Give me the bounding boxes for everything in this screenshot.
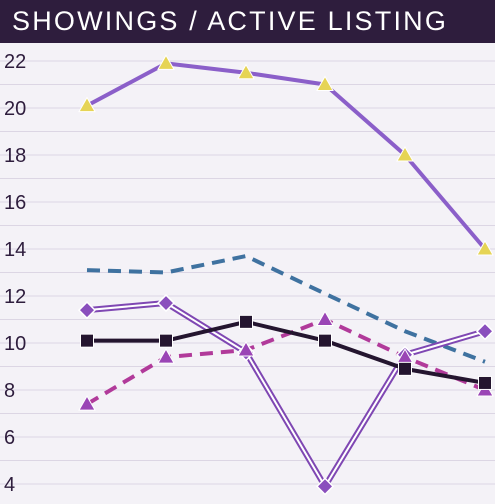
data-point-square xyxy=(239,314,253,329)
data-point-square xyxy=(318,333,332,348)
series-line xyxy=(87,319,486,385)
data-point-square xyxy=(159,333,173,348)
series-line xyxy=(86,254,486,364)
y-tick-label: 20 xyxy=(4,98,26,120)
data-point-diamond xyxy=(315,477,335,496)
series-line xyxy=(86,61,487,251)
data-point-square xyxy=(478,375,492,390)
data-point-square xyxy=(398,361,412,376)
data-point-triangle xyxy=(157,54,175,70)
grid xyxy=(0,60,495,485)
data-point-triangle xyxy=(157,348,175,364)
data-point-square xyxy=(80,333,94,348)
data-point-triangle xyxy=(316,310,334,326)
series-line xyxy=(85,317,486,406)
y-tick-label: 6 xyxy=(4,427,15,449)
y-tick-label: 22 xyxy=(4,51,26,73)
data-point-diamond xyxy=(475,322,495,341)
data-point-triangle xyxy=(476,239,494,256)
data-point-diamond xyxy=(156,293,176,313)
y-tick-label: 10 xyxy=(4,333,26,355)
data-point-triangle xyxy=(237,341,255,357)
chart-title: SHOWINGS / ACTIVE LISTING xyxy=(0,0,495,43)
y-tick-label: 12 xyxy=(4,286,26,308)
series-line-inner xyxy=(86,302,486,488)
y-tick-label: 14 xyxy=(4,239,26,261)
y-tick-label: 4 xyxy=(4,474,15,496)
data-point-triangle xyxy=(237,63,255,80)
data-point-triangle xyxy=(396,145,414,162)
series-markers xyxy=(77,54,495,496)
y-axis: 4 6 8 10 12 14 16 18 20 22 xyxy=(4,51,26,496)
y-tick-label: 16 xyxy=(4,192,26,214)
data-point-triangle xyxy=(78,96,96,113)
data-point-triangle xyxy=(316,75,334,91)
data-point-diamond xyxy=(77,301,97,320)
y-tick-label: 18 xyxy=(4,145,26,167)
data-point-triangle xyxy=(78,395,96,411)
y-tick-label: 8 xyxy=(4,380,15,402)
line-chart: 4 6 8 10 12 14 16 18 20 22 xyxy=(0,51,495,496)
series-lines xyxy=(85,61,487,490)
